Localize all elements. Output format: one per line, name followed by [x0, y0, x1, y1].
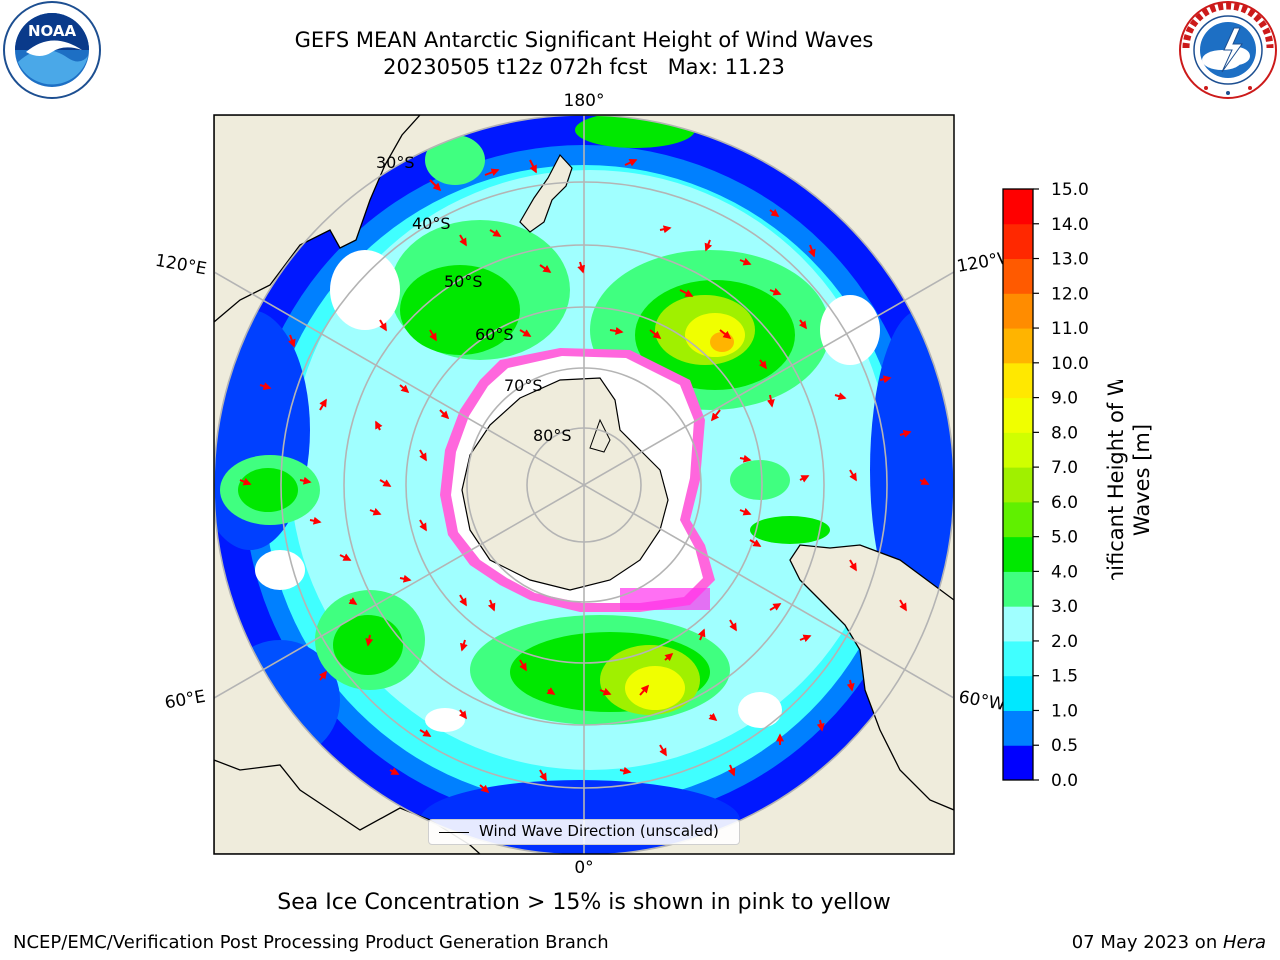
colorbar-segment	[1003, 328, 1033, 364]
date-line: 07 May 2023 on Hera	[1072, 932, 1266, 953]
graticule	[214, 115, 954, 854]
colorbar-segment	[1003, 501, 1033, 538]
lon-label-60w: 60°W	[957, 687, 1007, 715]
chart-title: GEFS MEAN Antarctic Significant Height o…	[294, 28, 874, 52]
colorbar-segment	[1003, 397, 1033, 433]
colorbar-segment	[1003, 362, 1033, 399]
colorbar-tick-label: 5.0	[1051, 528, 1078, 548]
run-date: 07 May 2023 on	[1071, 932, 1223, 953]
map-frame	[213, 114, 955, 855]
lat-label-50s: 50°S	[444, 272, 483, 291]
colorbar-segment	[1003, 606, 1033, 642]
colorbar: 0.0 0.5 1.0 1.5 2.0 3.0 4.0 5.0 6.0 7.0 8.0 9.0 10.0…	[1002, 180, 1089, 791]
colorbar-tick-label: 12.0	[1051, 284, 1089, 304]
colorbar-tick-label: 3.0	[1051, 597, 1078, 617]
legend-label: Wind Wave Direction (unscaled)	[479, 822, 719, 840]
colorbar-segment	[1003, 745, 1033, 781]
colorbar-tick-label: 14.0	[1051, 215, 1089, 235]
colorbar-frame	[1002, 188, 1034, 781]
noaa-logo-icon: NOAA	[3, 1, 101, 99]
colorbar-tick-label: 1.0	[1051, 701, 1078, 721]
colorbar-tick-label: 0.0	[1051, 771, 1078, 791]
antarctica	[440, 348, 715, 612]
lat-label-70s: 70°S	[504, 376, 543, 395]
colorbar-segment	[1003, 258, 1033, 294]
lat-label-30s: 30°S	[376, 153, 415, 172]
colorbar-segment	[1003, 293, 1033, 329]
colorbar-tick-label: 1.5	[1051, 667, 1078, 687]
colorbar-title-line2: Waves [m]	[1130, 424, 1154, 536]
colorbar-title-line1: Significant Height of Wind	[1104, 380, 1128, 580]
nws-logo-icon	[1179, 1, 1277, 99]
colorbar-segment	[1003, 536, 1033, 572]
lat-label-40s: 40°S	[412, 214, 451, 233]
colorbar-tick-label: 10.0	[1051, 354, 1089, 374]
colorbar-segment	[1003, 223, 1033, 260]
colorbar-title: Significant Height of Wind Waves [m]	[1104, 380, 1154, 580]
lon-label-60e: 60°E	[163, 687, 207, 714]
colorbar-tick-label: 6.0	[1051, 493, 1078, 513]
colorbar-segment	[1003, 710, 1033, 746]
credit-line: NCEP/EMC/Verification Post Processing Pr…	[13, 932, 609, 953]
colorbar-tick-label: 11.0	[1051, 319, 1089, 339]
lon-label-0: 0°	[574, 858, 593, 878]
colorbar-tick-label: 15.0	[1051, 180, 1089, 200]
host-name: Hera	[1222, 932, 1266, 953]
colorbar-tick-label: 4.0	[1051, 562, 1078, 582]
colorbar-segment	[1003, 675, 1033, 711]
colorbar-tick-label: 2.0	[1051, 632, 1078, 652]
colorbar-segment	[1003, 189, 1033, 225]
noaa-wordmark: NOAA	[28, 22, 77, 40]
colorbar-tick-label: 9.0	[1051, 389, 1078, 409]
lat-label-60s: 60°S	[475, 325, 514, 344]
colorbar-segment	[1003, 571, 1033, 607]
colorbar-tick-label: 13.0	[1051, 250, 1089, 270]
map-legend: Wind Wave Direction (unscaled)	[428, 819, 740, 845]
colorbar-tick-label: 8.0	[1051, 423, 1078, 443]
colorbar-segment	[1003, 467, 1033, 503]
chart-subtitle: 20230505 t12z 072h fcst Max: 11.23	[383, 55, 785, 79]
map-plot-area	[214, 115, 954, 854]
wind-wave-arrows	[239, 159, 930, 794]
lat-label-80s: 80°S	[533, 426, 572, 445]
colorbar-segment	[1003, 640, 1033, 677]
legend-line-swatch	[439, 832, 469, 833]
lon-label-120e: 120°E	[154, 251, 208, 280]
sea-ice-note: Sea Ice Concentration > 15% is shown in …	[277, 890, 891, 915]
colorbar-segment	[1003, 432, 1033, 468]
lon-label-180: 180°	[564, 91, 605, 111]
continents	[214, 115, 954, 854]
colorbar-tick-label: 7.0	[1051, 458, 1078, 478]
colorbar-tick-label: 0.5	[1051, 736, 1078, 756]
